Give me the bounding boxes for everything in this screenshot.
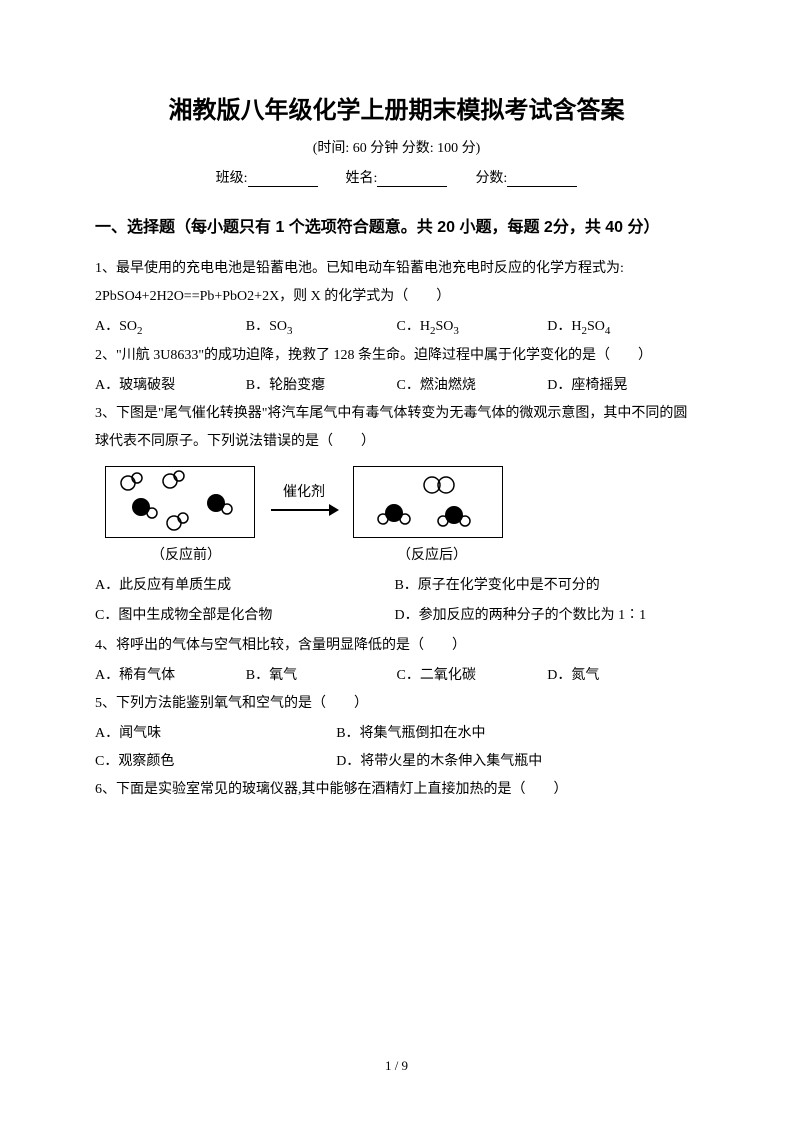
exam-subtitle: (时间: 60 分钟 分数: 100 分): [95, 137, 698, 157]
question-3-options-row2: C．图中生成物全部是化合物 D．参加反应的两种分子的个数比为 1∶1: [95, 602, 698, 632]
question-3-options-row1: A．此反应有单质生成 B．原子在化学变化中是不可分的: [95, 572, 698, 602]
student-info-row: 班级: 姓名: 分数:: [95, 167, 698, 187]
q5-opt-d: D．将带火星的木条伸入集气瓶中: [336, 748, 638, 776]
class-label: 班级:: [216, 171, 248, 186]
arrow-block: 催化剂: [269, 481, 339, 524]
caption-before: （反应前）: [101, 544, 271, 564]
question-5: 5、下列方法能鉴别氧气和空气的是（ ）: [95, 690, 698, 718]
q3-opt-c: C．图中生成物全部是化合物: [95, 602, 390, 630]
q2-opt-d: D．座椅摇晃: [547, 372, 698, 400]
section-1-header: 一、选择题（每小题只有 1 个选项符合题意。共 20 小题，每题 2分，共 40…: [95, 209, 698, 247]
q2-opt-a: A．玻璃破裂: [95, 372, 246, 400]
q4-opt-b: B．氧气: [246, 662, 397, 690]
arrow-icon: [269, 501, 339, 519]
q5-opt-a: A．闻气味: [95, 720, 336, 748]
question-4: 4、将呼出的气体与空气相比较，含量明显降低的是（ ）: [95, 632, 698, 660]
name-blank[interactable]: [377, 171, 447, 187]
question-3: 3、下图是"尾气催化转换器"将汽车尾气中有毒气体转变为无毒气体的微观示意图，其中…: [95, 400, 698, 456]
molecules-before-icon: [106, 467, 256, 539]
q3-opt-a: A．此反应有单质生成: [95, 572, 390, 600]
q2-opt-c: C．燃油燃烧: [397, 372, 548, 400]
molecules-after-icon: [354, 467, 504, 539]
reaction-diagram: 催化剂: [105, 466, 698, 538]
q3-opt-d: D．参加反应的两种分子的个数比为 1∶1: [394, 602, 689, 630]
exam-title: 湘教版八年级化学上册期末模拟考试含答案: [95, 90, 698, 125]
before-box: [105, 466, 255, 538]
q5-opt-b: B．将集气瓶倒扣在水中: [336, 720, 638, 748]
question-5-options-row1: A．闻气味 B．将集气瓶倒扣在水中: [95, 720, 698, 748]
q3-opt-b: B．原子在化学变化中是不可分的: [394, 572, 689, 600]
after-box: [353, 466, 503, 538]
question-2: 2、"川航 3U8633"的成功迫降，挽救了 128 条生命。迫降过程中属于化学…: [95, 342, 698, 370]
q5-opt-c: C．观察颜色: [95, 748, 336, 776]
diagram-captions: （反应前） （反应后）: [95, 544, 698, 564]
class-blank[interactable]: [248, 171, 318, 187]
score-blank[interactable]: [507, 171, 577, 187]
score-label: 分数:: [475, 171, 507, 186]
name-label: 姓名:: [346, 171, 378, 186]
q4-opt-a: A．稀有气体: [95, 662, 246, 690]
question-6: 6、下面是实验室常见的玻璃仪器,其中能够在酒精灯上直接加热的是（ ）: [95, 776, 698, 804]
question-5-options-row2: C．观察颜色 D．将带火星的木条伸入集气瓶中: [95, 748, 698, 776]
question-1: 1、最早使用的充电电池是铅蓄电池。已知电动车铅蓄电池充电时反应的化学方程式为: …: [95, 255, 698, 311]
q1-opt-d: D．H2SO4: [547, 313, 698, 342]
q4-opt-d: D．氮气: [547, 662, 698, 690]
q1-opt-a: A．SO2: [95, 313, 246, 342]
page-number: 1 / 9: [0, 1058, 793, 1074]
catalyst-label: 催化剂: [269, 481, 339, 501]
q1-opt-b: B．SO3: [246, 313, 397, 342]
q2-opt-b: B．轮胎变瘪: [246, 372, 397, 400]
question-2-options: A．玻璃破裂 B．轮胎变瘪 C．燃油燃烧 D．座椅摇晃: [95, 372, 698, 400]
q1-opt-c: C．H2SO3: [397, 313, 548, 342]
caption-after: （反应后）: [357, 544, 507, 564]
q4-opt-c: C．二氧化碳: [397, 662, 548, 690]
question-4-options: A．稀有气体 B．氧气 C．二氧化碳 D．氮气: [95, 662, 698, 690]
question-1-options: A．SO2 B．SO3 C．H2SO3 D．H2SO4: [95, 313, 698, 342]
